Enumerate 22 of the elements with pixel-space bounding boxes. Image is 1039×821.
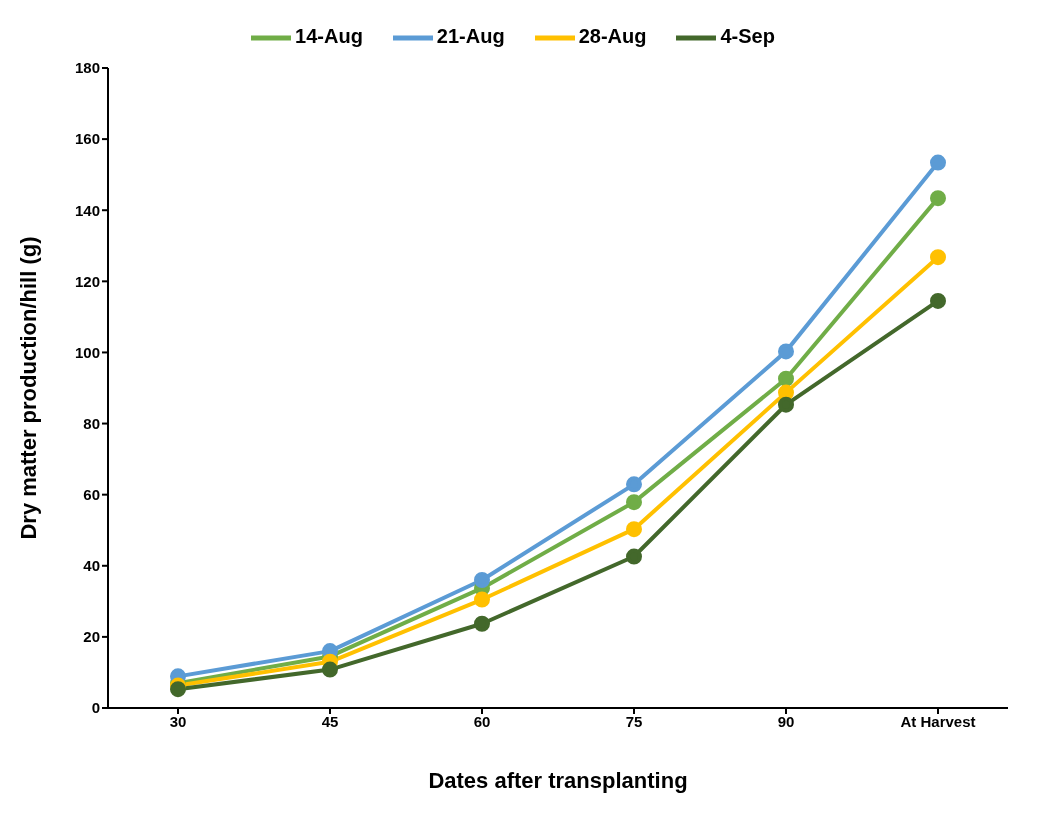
x-tick-label: 30 (169, 712, 187, 730)
y-tick-label: 40 (83, 557, 100, 575)
y-tick-label: 160 (74, 130, 100, 148)
x-tick-label: At Harvest (900, 712, 976, 730)
x-tick-label: 90 (777, 712, 795, 730)
x-axis-title: Dates after transplanting (428, 768, 688, 793)
legend-label: 28-Aug (578, 25, 647, 48)
x-tick-label: 60 (473, 712, 491, 730)
y-tick-label: 140 (74, 201, 100, 219)
y-tick-label: 60 (83, 485, 100, 503)
legend-label: 21-Aug (436, 25, 505, 48)
x-tick-label: 45 (321, 712, 339, 730)
y-tick-label: 0 (91, 699, 100, 717)
legend-label: 4-Sep (720, 25, 775, 48)
y-tick-label: 80 (83, 414, 100, 432)
y-tick-label: 120 (74, 272, 100, 290)
y-tick-label: 20 (83, 628, 100, 646)
x-tick-label: 75 (625, 712, 643, 730)
legend-label: 14-Aug (295, 25, 363, 48)
y-tick-label: 100 (74, 343, 100, 361)
y-axis-title: Dry matter production/hill (g) (15, 236, 41, 540)
y-tick-label: 180 (74, 59, 100, 77)
